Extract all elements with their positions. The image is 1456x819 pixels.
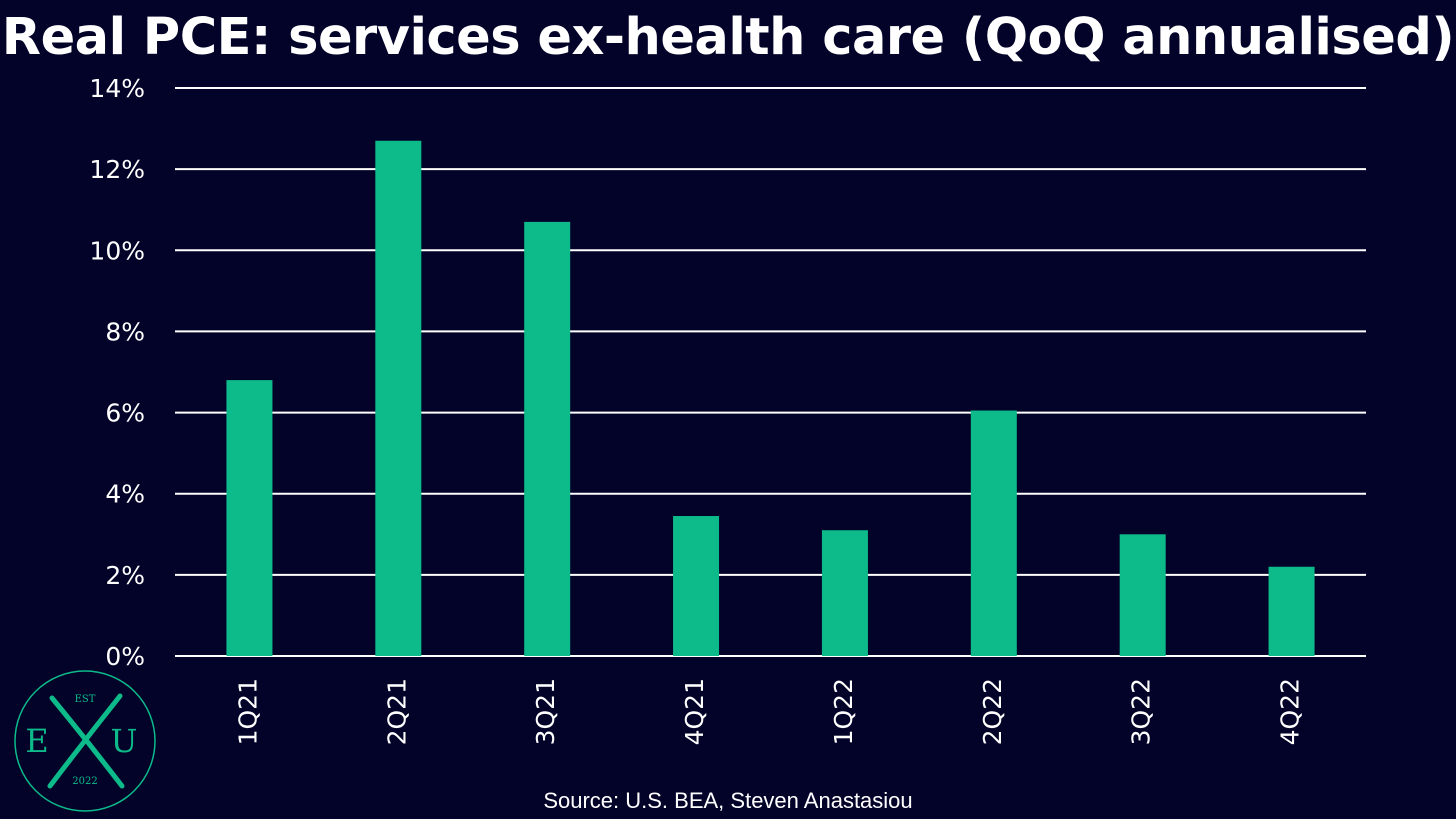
y-tick-label: 2% xyxy=(105,561,145,590)
chart-title: Real PCE: services ex-health care (QoQ a… xyxy=(1,8,1455,67)
y-tick-label: 0% xyxy=(105,642,145,671)
y-tick-label: 6% xyxy=(105,399,145,428)
y-tick-label: 4% xyxy=(105,480,145,509)
y-tick-label: 12% xyxy=(89,155,145,184)
bar-1Q22 xyxy=(821,530,868,656)
bar-3Q21 xyxy=(524,221,571,656)
x-tick-label: 3Q22 xyxy=(1127,678,1156,745)
y-axis-ticks: 0% 2% 4% 6% 8% 10% 12% 14% xyxy=(89,74,145,671)
x-tick-label: 3Q21 xyxy=(531,678,560,745)
logo-year: 2022 xyxy=(72,776,97,787)
exu-crossed-logo-icon: EST E U 2022 xyxy=(14,670,156,812)
y-tick-label: 10% xyxy=(89,236,145,265)
logo-est: EST xyxy=(75,694,96,705)
x-axis-ticks: 1Q21 2Q21 3Q21 4Q21 1Q22 2Q22 3Q22 4Q22 xyxy=(233,678,1304,745)
logo-letter-u: U xyxy=(111,722,138,760)
logo-letter-e: E xyxy=(25,722,48,760)
bar-2Q21 xyxy=(375,140,422,656)
x-tick-label: 4Q22 xyxy=(1276,678,1305,745)
bar-2Q22 xyxy=(970,410,1017,656)
bar-1Q21 xyxy=(226,380,273,656)
bar-4Q22 xyxy=(1268,566,1315,656)
y-tick-label: 8% xyxy=(105,317,145,346)
x-tick-label: 4Q21 xyxy=(680,678,709,745)
source-note: Source: U.S. BEA, Steven Anastasiou xyxy=(543,788,913,813)
x-tick-label: 2Q21 xyxy=(382,678,411,745)
bars xyxy=(226,140,1315,656)
grid-lines xyxy=(175,87,1366,657)
x-tick-label: 1Q22 xyxy=(829,678,858,745)
x-tick-label: 2Q22 xyxy=(978,678,1007,745)
x-tick-label: 1Q21 xyxy=(233,678,262,745)
bar-3Q22 xyxy=(1119,534,1166,656)
y-tick-label: 14% xyxy=(89,74,145,103)
bar-4Q21 xyxy=(673,516,720,656)
